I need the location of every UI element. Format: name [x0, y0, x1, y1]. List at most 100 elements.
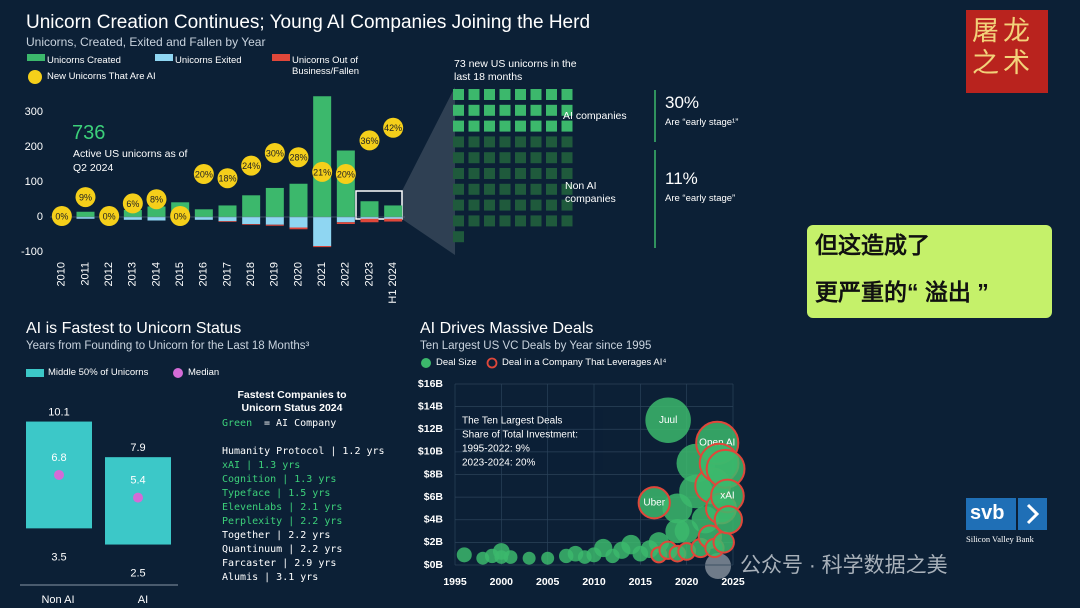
chart-subtitle: Years from Founding to Unicorn for the L…	[26, 340, 310, 352]
bar-created	[289, 183, 308, 217]
waffle-square	[468, 136, 480, 148]
waffle-square	[499, 215, 511, 227]
ai-share-marker	[170, 206, 191, 226]
waffle-square	[468, 168, 480, 179]
waffle-square	[530, 199, 542, 211]
legend-label: Deal Size	[436, 357, 477, 368]
waffle-square	[499, 152, 511, 164]
waffle-square	[484, 120, 495, 132]
x-tick-label: 2015	[174, 262, 186, 286]
y-tick-label: $12B	[418, 423, 444, 435]
bar-created	[147, 206, 166, 217]
bubble	[503, 550, 518, 564]
bar-fallen	[336, 222, 355, 224]
x-tick-label: H1 2024	[387, 262, 399, 304]
waffle-square	[468, 183, 480, 195]
y-tick-label: 300	[25, 106, 43, 118]
ai-share-label: 0%	[174, 211, 187, 221]
x-tick-label: 2020	[675, 576, 699, 588]
list-entry: Cognition | 1.3 yrs	[222, 474, 337, 485]
bar-fallen	[289, 227, 308, 230]
legend-swatch	[173, 368, 183, 378]
waffle-square	[546, 136, 557, 148]
waffle-square	[453, 136, 464, 148]
waffle-square	[515, 152, 526, 164]
x-tick-label: 2012	[103, 262, 115, 286]
zoom-wedge	[402, 87, 455, 255]
bar-fallen	[313, 246, 332, 248]
ai-share-label: 20%	[337, 169, 355, 179]
median-marker	[133, 492, 143, 503]
y-tick-label: $0B	[424, 559, 444, 571]
waffle-square	[546, 89, 557, 100]
bar-exited	[289, 217, 308, 228]
ai-share-marker	[99, 206, 120, 226]
waffle-square	[515, 120, 526, 132]
legend-label: Unicorns Created	[47, 55, 121, 66]
legend-swatch	[421, 358, 431, 368]
list-entry: Alumis | 3.1 yrs	[222, 572, 319, 583]
ai-share-label: 42%	[384, 123, 402, 133]
list-entry: Together | 2.2 yrs	[222, 530, 331, 541]
svb-mark: svb	[970, 502, 1005, 524]
waffle-square	[561, 89, 573, 100]
x-tick-label: 2016	[198, 262, 210, 286]
ai-share-label: 0%	[103, 211, 116, 221]
waffle-square	[453, 168, 464, 179]
y-tick-label: $6B	[424, 491, 444, 503]
list-entry: ElevenLabs | 2.1 yrs	[222, 502, 343, 513]
x-tick-label: 2019	[269, 262, 281, 286]
x-tick-label: Non AI	[41, 594, 74, 606]
bubble	[712, 531, 735, 554]
list-entry: Typeface | 1.5 yrs	[222, 488, 331, 499]
svb-box	[966, 498, 1016, 530]
x-tick-label: 1995	[443, 576, 467, 588]
waffle-square	[468, 104, 480, 116]
list-title: Fastest Companies to Unicorn Status 2024	[237, 389, 347, 414]
chart-title: AI Drives Massive Deals	[420, 320, 594, 337]
waffle-group-label: Non AI companies	[565, 180, 616, 205]
waffle-square	[561, 199, 573, 211]
bar-created	[384, 205, 403, 217]
y-tick-label: -100	[21, 246, 43, 258]
waffle-square	[499, 136, 511, 148]
waffle-square	[484, 168, 495, 179]
waffle-square	[561, 215, 573, 227]
value-label: 7.9	[130, 442, 145, 454]
waffle-square	[546, 152, 557, 164]
list-entry: Humanity Protocol | 1.2 yrs	[222, 446, 385, 457]
ai-share-marker	[193, 164, 214, 184]
waffle-group-label: AI companies	[563, 110, 627, 122]
bar-created	[123, 210, 142, 217]
legend-label: New Unicorns That Are AI	[47, 71, 156, 82]
x-tick-label: 2005	[536, 576, 560, 588]
bubble	[522, 551, 536, 565]
waffle-square	[546, 168, 557, 179]
waffle-square	[484, 104, 495, 116]
ai-share-label: 24%	[242, 161, 260, 171]
waffle-square	[530, 168, 542, 179]
ai-share-label: 8%	[150, 195, 163, 205]
x-tick-label: 2021	[316, 262, 328, 286]
bubble-label: Juul	[659, 415, 677, 426]
annotation-line: The Ten Largest Deals	[462, 416, 562, 427]
bar-created	[76, 211, 95, 217]
list-entry: Perplexity | 2.2 yrs	[222, 516, 343, 527]
waffle-square	[561, 104, 573, 116]
bar-created	[265, 187, 284, 217]
x-tick-label: 2015	[629, 576, 653, 588]
waffle-square	[530, 89, 542, 100]
ai-share-label: 21%	[313, 167, 331, 177]
logo-line: 之术	[972, 48, 1034, 79]
watermark: 公众号 · 科学数据之美	[740, 554, 948, 577]
ai-share-marker	[359, 130, 380, 151]
bubble-label: Uber	[643, 497, 665, 508]
ai-share-marker	[51, 206, 72, 226]
waffle-square	[499, 183, 511, 195]
waffle-square	[453, 89, 464, 100]
waffle-square	[453, 231, 464, 243]
callout-box	[807, 225, 1052, 318]
chart-title: AI is Fastest to Unicorn Status	[26, 320, 242, 337]
